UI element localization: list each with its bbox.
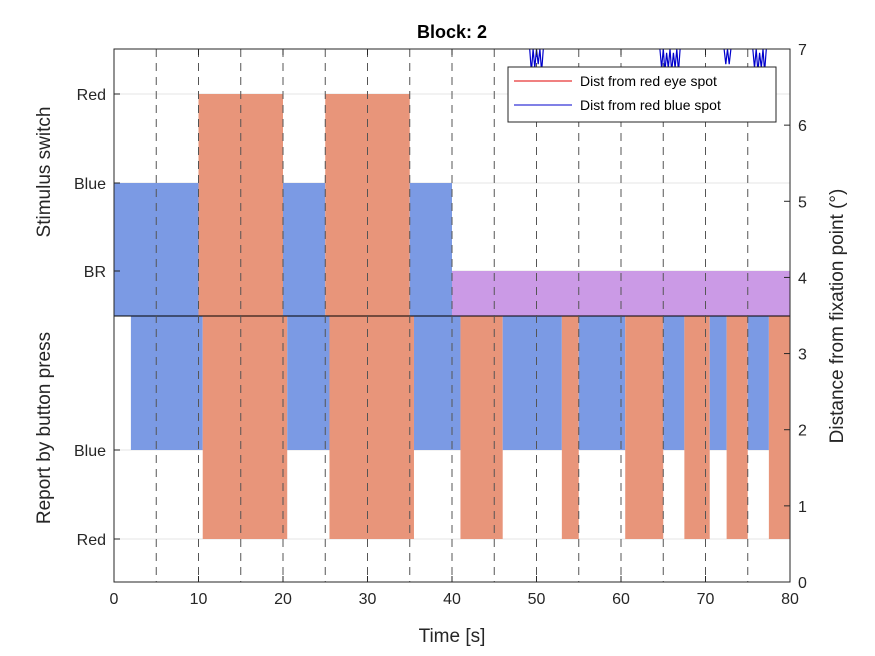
report-band-red	[768, 316, 790, 539]
series-line	[752, 48, 767, 72]
report-band-blue	[578, 316, 626, 450]
stimulus-band-blue	[409, 183, 452, 316]
report-band-red	[202, 316, 288, 539]
report-band-blue	[502, 316, 562, 450]
left-tick-label: BR	[84, 264, 106, 281]
x-axis-label: Time [s]	[419, 626, 486, 647]
x-tick-label: 60	[612, 591, 630, 608]
chart-title: Block: 2	[417, 22, 487, 42]
x-tick-label: 20	[274, 591, 292, 608]
report-band-blue	[287, 316, 330, 450]
legend-entry: Dist from red blue spot	[580, 97, 721, 113]
plot-area: 0 10 20 30 40 50 60 70 80 Red Blue BR Blue Red 0 1 2 3 4 5 6…	[74, 42, 807, 608]
report-band-blue	[747, 316, 769, 450]
right-tick-label: 3	[798, 347, 807, 364]
x-tick-label: 80	[781, 591, 799, 608]
report-band-red	[726, 316, 748, 539]
x-tick-label: 30	[359, 591, 377, 608]
right-tick-label: 5	[798, 194, 807, 211]
right-axis-label: Distance from fixation point (°)	[827, 189, 848, 444]
left-tick-label: Red	[77, 87, 106, 104]
x-tick-label: 10	[190, 591, 208, 608]
right-tick-label: 7	[798, 42, 807, 59]
left-tick-label: Blue	[74, 176, 106, 193]
report-band-blue	[413, 316, 461, 450]
legend: Dist from red eye spot Dist from red blue…	[507, 66, 777, 123]
right-tick-label: 4	[798, 270, 807, 287]
report-band-blue	[663, 316, 685, 450]
right-tick-label: 2	[798, 423, 807, 440]
right-tick-label: 6	[798, 118, 807, 135]
x-tick-label: 0	[110, 591, 119, 608]
report-band-red	[460, 316, 503, 539]
x-tick-label: 40	[443, 591, 461, 608]
left-tick-label: Red	[77, 532, 106, 549]
left-upper-label: Stimulus switch	[34, 107, 55, 238]
report-band-red	[329, 316, 414, 539]
legend-entry: Dist from red eye spot	[580, 73, 717, 89]
report-band-red	[561, 316, 579, 539]
right-tick-label: 0	[798, 575, 807, 592]
left-lower-label: Report by button press	[34, 332, 55, 524]
legend-box	[507, 66, 777, 123]
right-tick-label: 1	[798, 499, 807, 516]
x-tick-label: 70	[697, 591, 715, 608]
x-tick-label: 50	[528, 591, 546, 608]
report-band-blue	[709, 316, 727, 450]
left-tick-label: Blue	[74, 443, 106, 460]
stimulus-band-blue	[283, 183, 326, 316]
report-band-red	[625, 316, 664, 539]
report-band-blue	[130, 316, 203, 450]
